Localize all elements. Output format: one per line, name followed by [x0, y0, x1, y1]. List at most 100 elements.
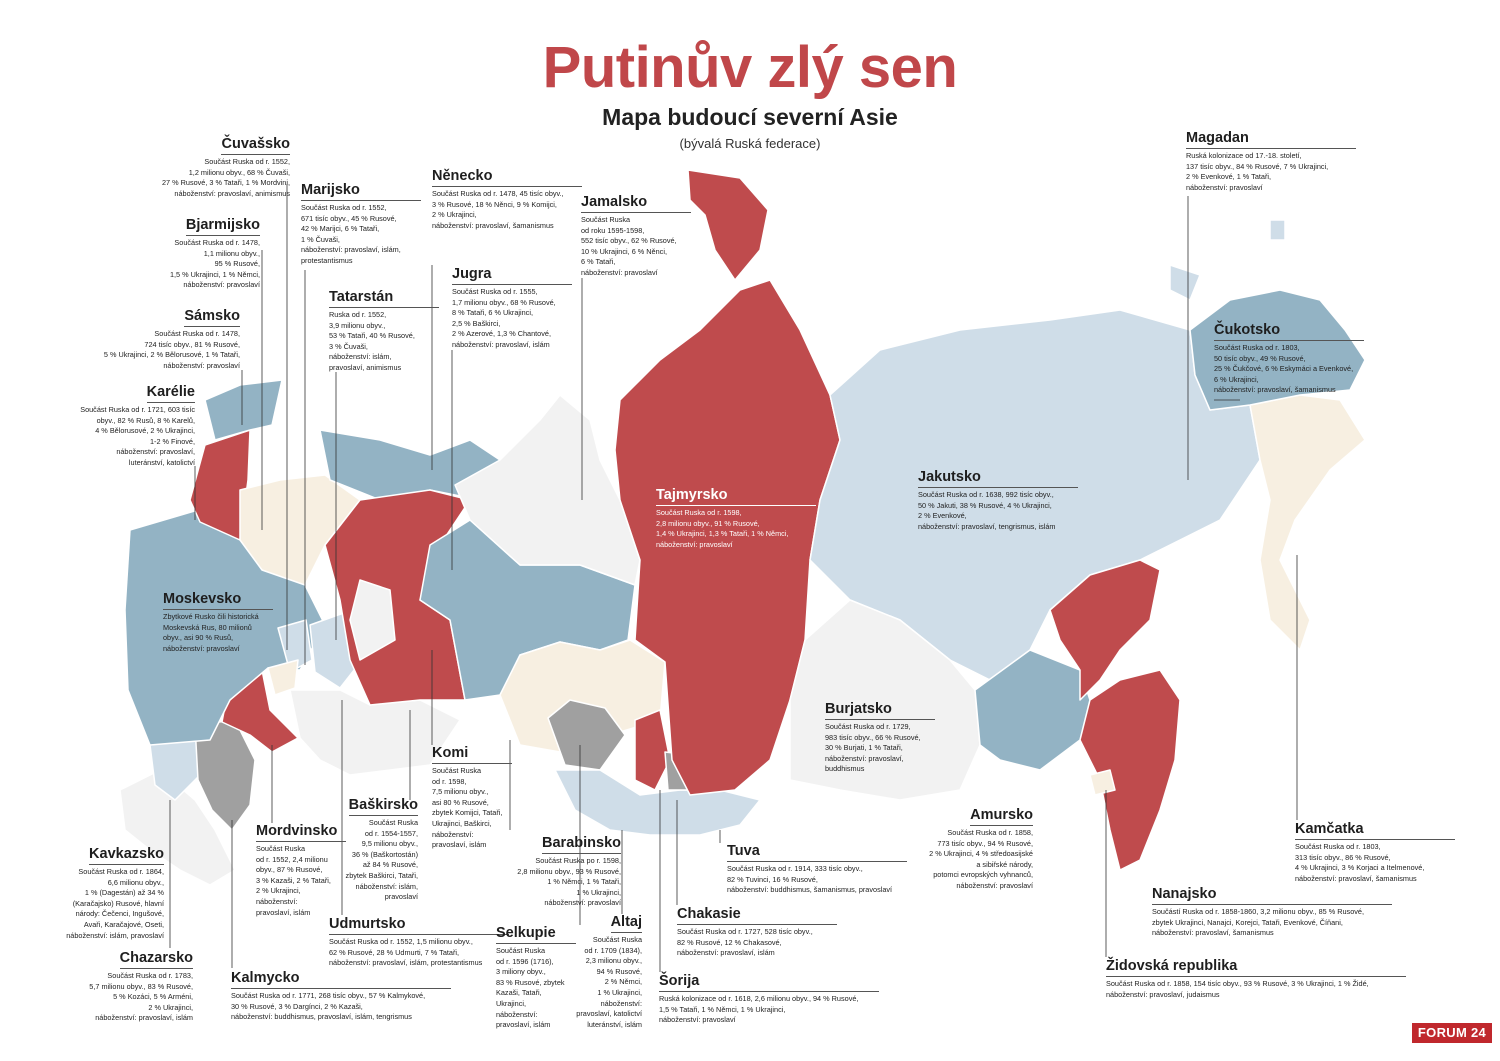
- region-name-udmurtsko: Udmurtsko: [329, 916, 509, 935]
- region-name-tatarstan: Tatarstán: [329, 289, 439, 308]
- region-name-kalmycko: Kalmycko: [231, 970, 451, 989]
- region-name-kamcatka: Kamčatka: [1295, 821, 1455, 840]
- region-shape-altaj: [554, 769, 761, 836]
- region-text-baskirsko: Součást Ruska od r. 1554-1557, 9,5 milio…: [345, 818, 418, 902]
- region-text-kavkazsko: Součást Ruska od r. 1864, 6,6 milionu ob…: [66, 867, 164, 940]
- region-name-nenecko: Něnecko: [432, 168, 582, 187]
- region-shape-magadan: [1249, 394, 1366, 651]
- region-text-samsko: Součást Ruska od r. 1478, 724 tisíc obyv…: [103, 329, 240, 370]
- page-subtitle: Mapa budoucí severní Asie: [602, 104, 898, 130]
- region-name-burjatsko: Burjatsko: [825, 701, 935, 720]
- region-text-tajmyrsko: Součást Ruska od r. 1598, 2,8 milionu ob…: [656, 508, 789, 549]
- region-name-moskevsko: Moskevsko: [163, 591, 273, 610]
- region-name-cukotsko: Čukotsko: [1214, 322, 1364, 341]
- region-text-cuvassko: Součást Ruska od r. 1552, 1,2 milionu ob…: [161, 157, 290, 198]
- region-shape-jakutsko: [809, 309, 1261, 681]
- label-mordvinsko: Mordvinsko Součást Ruska od r. 1552, 2,4…: [256, 823, 346, 918]
- region-text-tatarstan: Ruska od r. 1552, 3,9 milionu obyv., 53 …: [329, 310, 415, 372]
- label-komi: Komi Součást Ruska od r. 1598, 7,5 milio…: [432, 745, 512, 851]
- label-samsko: Sámsko Součást Ruska od r. 1478, 724 tis…: [70, 308, 240, 371]
- region-name-chazarsko: Chazarsko: [119, 950, 193, 969]
- region-name-mordvinsko: Mordvinsko: [256, 823, 346, 842]
- label-tajmyrsko: Tajmyrsko Součást Ruska od r. 1598, 2,8 …: [656, 487, 816, 550]
- region-name-cuvassko: Čuvašsko: [221, 136, 290, 155]
- label-nanajsko: Nanajsko Součástí Ruska od r. 1858-1860,…: [1152, 886, 1392, 939]
- region-text-zidovska: Součást Ruska od r. 1858, 154 tisíc obyv…: [1106, 979, 1369, 999]
- region-shape-chakasie: [634, 709, 671, 791]
- region-name-chakasie: Chakasie: [677, 906, 837, 925]
- region-shape-zidovska-small: [1089, 769, 1116, 796]
- label-barabinsko: Barabinsko Součást Ruska po r. 1598, 2,8…: [501, 835, 621, 909]
- label-chakasie: Chakasie Součást Ruska od r. 1727, 528 t…: [677, 906, 837, 959]
- region-name-karelie: Karélie: [146, 384, 195, 403]
- region-name-amursko: Amursko: [970, 807, 1033, 826]
- region-name-selkupie: Selkupie: [496, 925, 576, 944]
- region-text-bjarmijsko: Součást Ruska od r. 1478, 1,1 milionu ob…: [169, 238, 260, 290]
- label-kavkazsko: Kavkazsko Součást Ruska od r. 1864, 6,6 …: [44, 846, 164, 941]
- region-shape-nanajsko: [1049, 559, 1161, 701]
- region-text-tuva: Součást Ruska od r. 1914, 333 tisíc obyv…: [727, 864, 893, 895]
- region-shape-tajmyrsko-islands: [687, 169, 769, 281]
- region-name-komi: Komi: [432, 745, 512, 764]
- region-name-sorija: Šorija: [659, 973, 879, 992]
- region-name-barabinsko: Barabinsko: [542, 835, 621, 854]
- region-text-mordvinsko: Součást Ruska od r. 1552, 2,4 milionu ob…: [256, 844, 331, 917]
- region-shape-selkupie: [547, 699, 626, 771]
- region-name-jugra: Jugra: [452, 266, 572, 285]
- region-name-jamalsko: Jamalsko: [581, 194, 691, 213]
- label-nenecko: Něnecko Součást Ruska od r. 1478, 45 tis…: [432, 168, 582, 231]
- label-jamalsko: Jamalsko Součást Ruska od roku 1595-1598…: [581, 194, 691, 279]
- label-karelie: Karélie Součást Ruska od r. 1721, 603 ti…: [65, 384, 195, 469]
- region-shape-zidovska: [1079, 669, 1181, 871]
- region-text-komi: Součást Ruska od r. 1598, 7,5 milionu ob…: [432, 766, 503, 850]
- region-text-sorija: Ruská kolonizace od r. 1618, 2,6 milionu…: [659, 994, 859, 1025]
- region-text-magadan: Ruská kolonizace od 17.-18. století, 137…: [1186, 151, 1329, 192]
- region-shape-cuvassko: [277, 619, 313, 673]
- label-jugra: Jugra Součást Ruska od r. 1555, 1,7 mili…: [452, 266, 572, 351]
- region-text-selkupie: Součást Ruska od r. 1596 (1716), 3 milio…: [496, 946, 565, 1030]
- region-text-jugra: Součást Ruska od r. 1555, 1,7 milionu ob…: [452, 287, 556, 349]
- region-text-altaj: Součást Ruska od r. 1709 (1834), 2,3 mil…: [576, 935, 642, 1029]
- label-cuvassko: Čuvašsko Součást Ruska od r. 1552, 1,2 m…: [110, 136, 290, 199]
- region-shape-cukotsko: [1189, 289, 1366, 411]
- region-text-barabinsko: Součást Ruska po r. 1598, 2,8 milionu ob…: [517, 856, 621, 908]
- region-shape-north-island: [1269, 219, 1286, 241]
- label-zidovska: Židovská republika Součást Ruska od r. 1…: [1106, 958, 1406, 1000]
- region-text-nanajsko: Součástí Ruska od r. 1858-1860, 3,2 mili…: [1152, 907, 1365, 938]
- label-kalmycko: Kalmycko Součást Ruska od r. 1771, 268 t…: [231, 970, 451, 1023]
- region-shape-burjatsko: [789, 599, 981, 801]
- region-shape-udmurtsko: [289, 689, 461, 776]
- label-altaj: Altaj Součást Ruska od r. 1709 (1834), 2…: [552, 914, 642, 1030]
- label-bjarmijsko: Bjarmijsko Součást Ruska od r. 1478, 1,1…: [110, 217, 260, 291]
- label-marijsko: Marijsko Součást Ruska od r. 1552, 671 t…: [301, 182, 421, 267]
- label-udmurtsko: Udmurtsko Součást Ruska od r. 1552, 1,5 …: [329, 916, 509, 969]
- region-text-cukotsko: Součást Ruska od r. 1803, 50 tisíc obyv.…: [1214, 343, 1354, 395]
- region-shape-samsko: [204, 379, 283, 441]
- region-text-nenecko: Součást Ruska od r. 1478, 45 tisíc obyv.…: [432, 189, 564, 230]
- label-chazarsko: Chazarsko Součást Ruska od r. 1783, 5,7 …: [63, 950, 193, 1024]
- label-sorija: Šorija Ruská kolonizace od r. 1618, 2,6 …: [659, 973, 879, 1026]
- region-name-nanajsko: Nanajsko: [1152, 886, 1392, 905]
- region-name-tuva: Tuva: [727, 843, 907, 862]
- region-shape-kamcatka-coast: [1169, 264, 1201, 301]
- label-baskirsko: Baškirsko Součást Ruska od r. 1554-1557,…: [308, 797, 418, 903]
- region-text-burjatsko: Součást Ruska od r. 1729, 983 tisíc obyv…: [825, 722, 921, 774]
- region-name-jakutsko: Jakutsko: [918, 469, 1078, 488]
- region-name-magadan: Magadan: [1186, 130, 1356, 149]
- region-text-kamcatka: Součást Ruska od r. 1803, 313 tisíc obyv…: [1295, 842, 1425, 883]
- page-title: Putinův zlý sen: [542, 35, 958, 100]
- region-text-jamalsko: Součást Ruska od roku 1595-1598, 552 tis…: [581, 215, 677, 277]
- region-text-karelie: Součást Ruska od r. 1721, 603 tisíc obyv…: [80, 405, 195, 467]
- page-note: (bývalá Ruská federace): [679, 136, 821, 151]
- region-name-zidovska: Židovská republika: [1106, 958, 1406, 977]
- region-name-altaj: Altaj: [610, 914, 642, 933]
- label-burjatsko: Burjatsko Součást Ruska od r. 1729, 983 …: [825, 701, 935, 775]
- region-name-marijsko: Marijsko: [301, 182, 421, 201]
- region-text-chakasie: Součást Ruska od r. 1727, 528 tisíc obyv…: [677, 927, 813, 958]
- region-shape-baskirsko: [349, 579, 396, 661]
- label-tuva: Tuva Součást Ruska od r. 1914, 333 tisíc…: [727, 843, 907, 896]
- label-moskevsko: Moskevsko Zbytkové Rusko čili historická…: [163, 591, 273, 654]
- forum24-logo: FORUM 24: [1412, 1023, 1492, 1043]
- label-jakutsko: Jakutsko Součást Ruska od r. 1638, 992 t…: [918, 469, 1078, 532]
